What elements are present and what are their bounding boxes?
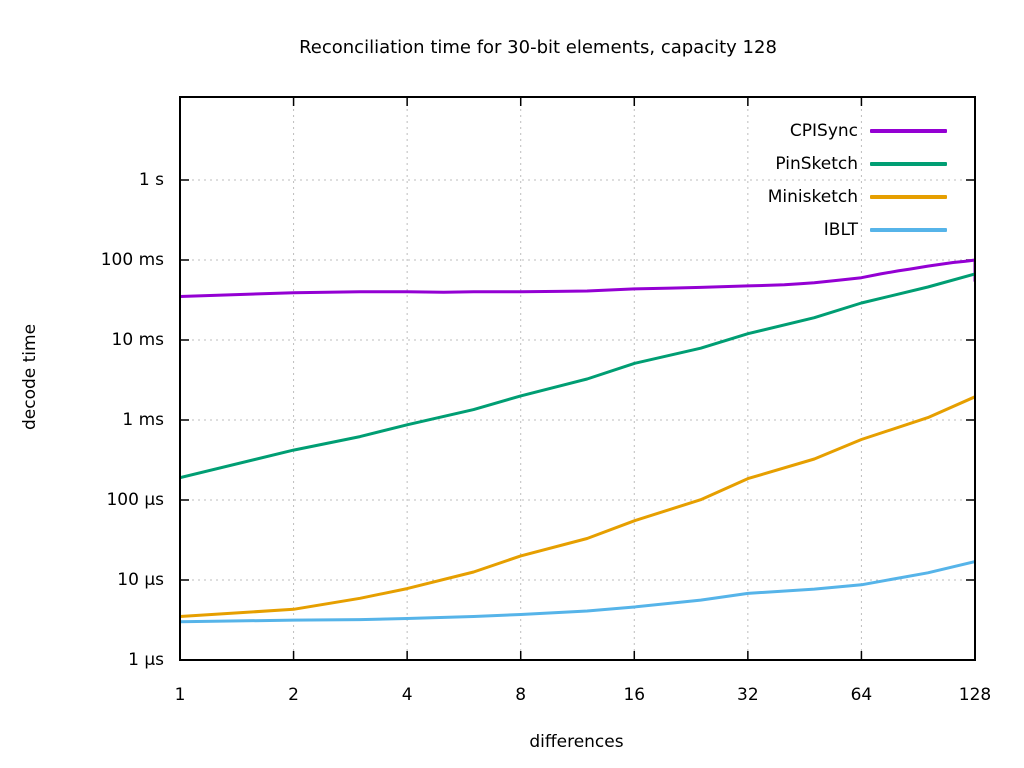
x-tick-label: 4 [401,685,413,705]
y-tick-label: 1 µs [128,650,164,670]
legend-label: IBLT [823,220,858,240]
x-tick-label: 32 [737,685,759,705]
x-tick-label: 128 [958,685,992,705]
series-line-cpisync [180,258,975,298]
y-tick-label: 1 ms [122,410,164,430]
legend-label: CPISync [789,121,858,141]
legend-item: CPISync [790,120,947,142]
legend-item: PinSketch [775,153,947,175]
legend-line-sample [870,162,947,166]
legend-line-sample [870,228,947,232]
series-line-pinsketch [180,272,975,480]
x-tick-label: 8 [515,685,527,705]
series-line-minisketch [180,395,975,618]
x-tick-label: 1 [174,685,186,705]
series-line-iblt [180,560,975,624]
y-tick-label: 10 µs [117,570,164,590]
legend-label: Minisketch [767,187,858,207]
x-tick-label: 64 [850,685,873,705]
plot-border [179,96,976,661]
legend-item: Minisketch [768,186,947,208]
x-tick-label: 2 [288,685,299,705]
legend-label: PinSketch [775,154,858,174]
y-tick-label: 100 ms [100,250,164,270]
legend-line-sample [870,195,947,199]
x-tick-label: 16 [623,685,646,705]
y-tick-label: 1 s [138,170,164,190]
y-tick-label: 100 µs [106,490,164,510]
y-tick-label: 10 ms [111,330,164,350]
legend-item: IBLT [824,219,947,241]
x-axis-label: differences [529,732,624,752]
legend-line-sample [870,129,947,133]
chart-title: Reconciliation time for 30-bit elements,… [299,37,777,58]
